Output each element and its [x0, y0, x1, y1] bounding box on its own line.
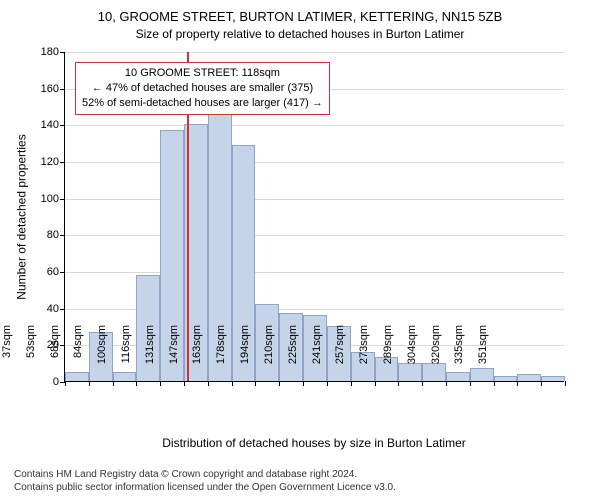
xtick-mark	[446, 381, 447, 386]
xtick-label: 273sqm	[358, 325, 370, 385]
figure-subtitle: Size of property relative to detached ho…	[0, 26, 600, 46]
ytick-label: 80	[47, 229, 65, 241]
ytick-label: 60	[47, 266, 65, 278]
figure-footer: Contains HM Land Registry data © Crown c…	[14, 468, 586, 494]
xtick-mark	[541, 381, 542, 386]
xtick-mark	[303, 381, 304, 386]
xtick-label: 53sqm	[25, 325, 37, 385]
xtick-mark	[565, 381, 566, 386]
footer-line-1: Contains HM Land Registry data © Crown c…	[14, 468, 586, 481]
xtick-label: 335sqm	[453, 325, 465, 385]
xtick-mark	[422, 381, 423, 386]
xtick-label: 320sqm	[430, 325, 442, 385]
xtick-label: 225sqm	[287, 325, 299, 385]
xtick-mark	[89, 381, 90, 386]
chart-area: 02040608010012014016018037sqm53sqm68sqm8…	[64, 52, 564, 382]
figure-title: 10, GROOME STREET, BURTON LATIMER, KETTE…	[0, 0, 600, 26]
gridline	[65, 272, 564, 273]
plot-region: 02040608010012014016018037sqm53sqm68sqm8…	[64, 52, 564, 382]
ytick-label: 120	[41, 156, 65, 168]
xtick-label: 163sqm	[191, 325, 203, 385]
histogram-bar	[541, 376, 565, 382]
xtick-label: 100sqm	[96, 325, 108, 385]
gridline	[65, 125, 564, 126]
xtick-mark	[327, 381, 328, 386]
ytick-label: 160	[41, 83, 65, 95]
xtick-mark	[470, 381, 471, 386]
gridline	[65, 162, 564, 163]
xtick-mark	[113, 381, 114, 386]
xtick-label: 304sqm	[406, 325, 418, 385]
xtick-label: 257sqm	[334, 325, 346, 385]
gridline	[65, 199, 564, 200]
xtick-mark	[494, 381, 495, 386]
property-info-box: 10 GROOME STREET: 118sqm← 47% of detache…	[75, 62, 330, 115]
info-box-line: 52% of semi-detached houses are larger (…	[82, 96, 323, 111]
ytick-label: 140	[41, 119, 65, 131]
xtick-mark	[208, 381, 209, 386]
histogram-bar	[494, 376, 518, 382]
xtick-mark	[398, 381, 399, 386]
xtick-label: 351sqm	[477, 325, 489, 385]
xtick-label: 37sqm	[1, 325, 13, 385]
xtick-label: 194sqm	[239, 325, 251, 385]
xtick-mark	[232, 381, 233, 386]
xtick-mark	[255, 381, 256, 386]
gridline	[65, 52, 564, 53]
ytick-label: 40	[47, 303, 65, 315]
xtick-label: 147sqm	[168, 325, 180, 385]
xtick-label: 241sqm	[311, 325, 323, 385]
xtick-mark	[279, 381, 280, 386]
figure-root: 10, GROOME STREET, BURTON LATIMER, KETTE…	[0, 0, 600, 500]
info-box-line: ← 47% of detached houses are smaller (37…	[82, 81, 323, 96]
xtick-mark	[351, 381, 352, 386]
ytick-label: 100	[41, 193, 65, 205]
xtick-mark	[136, 381, 137, 386]
xtick-mark	[184, 381, 185, 386]
xtick-label: 178sqm	[215, 325, 227, 385]
xtick-label: 68sqm	[49, 325, 61, 385]
footer-line-2: Contains public sector information licen…	[14, 481, 586, 494]
xtick-mark	[517, 381, 518, 386]
gridline	[65, 235, 564, 236]
xtick-label: 289sqm	[382, 325, 394, 385]
info-box-line: 10 GROOME STREET: 118sqm	[82, 66, 323, 81]
xtick-mark	[375, 381, 376, 386]
xtick-label: 210sqm	[263, 325, 275, 385]
x-axis-label: Distribution of detached houses by size …	[64, 436, 564, 450]
xtick-label: 84sqm	[72, 325, 84, 385]
xtick-mark	[65, 381, 66, 386]
xtick-label: 131sqm	[144, 325, 156, 385]
xtick-label: 116sqm	[120, 325, 132, 385]
y-axis-label: Number of detached properties	[15, 134, 29, 299]
histogram-bar	[517, 374, 541, 381]
xtick-mark	[160, 381, 161, 386]
ytick-label: 180	[41, 46, 65, 58]
